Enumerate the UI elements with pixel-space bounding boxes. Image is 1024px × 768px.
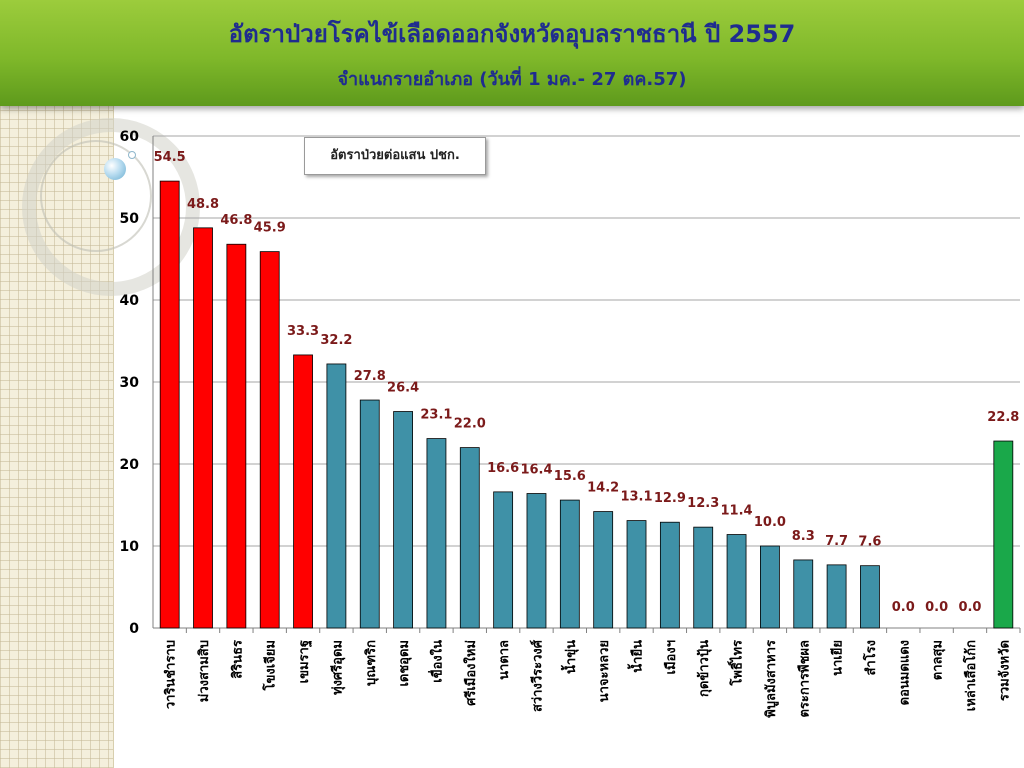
category-label: สว่างวีระวงศ์ — [529, 639, 545, 712]
category-label: ตาลสุม — [931, 640, 946, 680]
bar — [593, 511, 614, 629]
category-label: นาจะหลวย — [597, 640, 612, 702]
category-label: น้ำยืน — [627, 640, 646, 673]
category-label: โพธิ์ไทร — [727, 640, 746, 687]
value-label: 16.6 — [487, 461, 519, 476]
bar — [426, 438, 447, 629]
bar — [359, 399, 380, 629]
value-label: 22.8 — [987, 410, 1019, 425]
category-label: ดอนมดแดง — [897, 640, 912, 705]
category-label: สำโรง — [862, 640, 879, 676]
value-label: 54.5 — [154, 150, 186, 165]
header-banner: อัตราป่วยโรคไข้เลือดออกจังหวัดอุบลราชธาน… — [0, 0, 1024, 106]
bar — [559, 499, 580, 629]
decorative-bubble-icon — [104, 158, 126, 180]
value-label: 16.4 — [520, 463, 552, 478]
value-label: 11.4 — [721, 504, 753, 519]
value-label: 26.4 — [387, 381, 419, 396]
value-label: 0.0 — [892, 600, 915, 615]
category-label: เหล่าเสือโก้ก — [962, 640, 979, 711]
category-label: โขงเจียม — [262, 640, 279, 691]
bar — [326, 363, 347, 629]
bar — [459, 447, 480, 629]
value-label: 12.9 — [654, 491, 686, 506]
category-label: บุณฑริก — [364, 640, 379, 686]
decorative-inner-ring-icon — [40, 140, 152, 252]
category-label: เดชอุดม — [397, 640, 412, 687]
bar — [293, 354, 313, 629]
category-label: นาเยีย — [830, 640, 846, 676]
category-label: พิบูลมังสาหาร — [764, 640, 779, 718]
category-label: สิรินธร — [230, 640, 245, 679]
value-label: 0.0 — [958, 600, 981, 615]
bar — [159, 180, 180, 629]
category-label: เมืองฯ — [663, 640, 679, 674]
value-label: 48.8 — [187, 197, 219, 212]
category-label: กุดข้าวปุ้น — [696, 640, 712, 697]
bar — [760, 545, 780, 629]
bar — [993, 440, 1014, 629]
bar — [626, 520, 647, 629]
category-label: นาตาล — [497, 640, 512, 680]
value-label: 13.1 — [620, 490, 652, 505]
value-label: 7.6 — [858, 535, 881, 550]
category-label: น้ำขุ่น — [560, 640, 579, 674]
bar — [393, 411, 413, 629]
value-label: 45.9 — [254, 221, 286, 236]
value-label: 14.2 — [587, 481, 619, 496]
bar — [793, 559, 814, 629]
category-label: ศรีเมืองใหม่ — [462, 640, 479, 706]
value-label: 15.6 — [554, 469, 586, 484]
bar — [659, 521, 680, 629]
decorative-dot-icon — [128, 151, 136, 159]
bar — [259, 251, 280, 629]
category-label: รวมจังหวัด — [997, 640, 1012, 701]
bar — [693, 526, 714, 629]
value-label: 27.8 — [354, 369, 386, 384]
y-tick-label: 30 — [120, 375, 140, 391]
category-label: เขมราฐ — [297, 640, 313, 683]
value-label: 22.0 — [454, 417, 486, 432]
category-label: ทุ่งศรีอุดม — [329, 640, 345, 695]
chart-title: อัตราป่วยโรคไข้เลือดออกจังหวัดอุบลราชธาน… — [228, 20, 796, 48]
y-tick-label: 20 — [120, 457, 140, 473]
y-tick-label: 60 — [120, 129, 140, 145]
value-label: 10.0 — [754, 515, 786, 530]
value-label: 7.7 — [825, 534, 848, 549]
bar — [493, 491, 514, 629]
y-tick-label: 10 — [120, 539, 140, 555]
category-label: เขื่องใน — [427, 640, 445, 683]
value-label: 46.8 — [220, 213, 252, 228]
bar — [860, 565, 880, 629]
category-label: ม่วงสามสิบ — [197, 640, 212, 702]
bar — [826, 564, 847, 629]
value-label: 8.3 — [792, 529, 815, 544]
category-label: วารินชำราบ — [163, 640, 179, 709]
y-tick-label: 0 — [129, 621, 139, 637]
chart-annotation-box: อัตราป่วยต่อแสน ปชก. — [304, 137, 486, 175]
value-label: 0.0 — [925, 600, 948, 615]
bar — [226, 243, 247, 629]
bar — [526, 493, 547, 629]
y-tick-label: 50 — [120, 211, 140, 227]
category-label: ตระการพืชผล — [796, 640, 812, 718]
value-label: 33.3 — [287, 324, 319, 339]
chart-subtitle: จำแนกรายอำเภอ (วันที่ 1 มค.- 27 ตค.57) — [337, 69, 687, 90]
value-label: 32.2 — [320, 333, 352, 348]
bar — [193, 227, 213, 629]
value-label: 23.1 — [420, 408, 452, 423]
y-tick-label: 40 — [120, 293, 140, 309]
bar — [726, 534, 747, 629]
value-label: 12.3 — [687, 496, 719, 511]
